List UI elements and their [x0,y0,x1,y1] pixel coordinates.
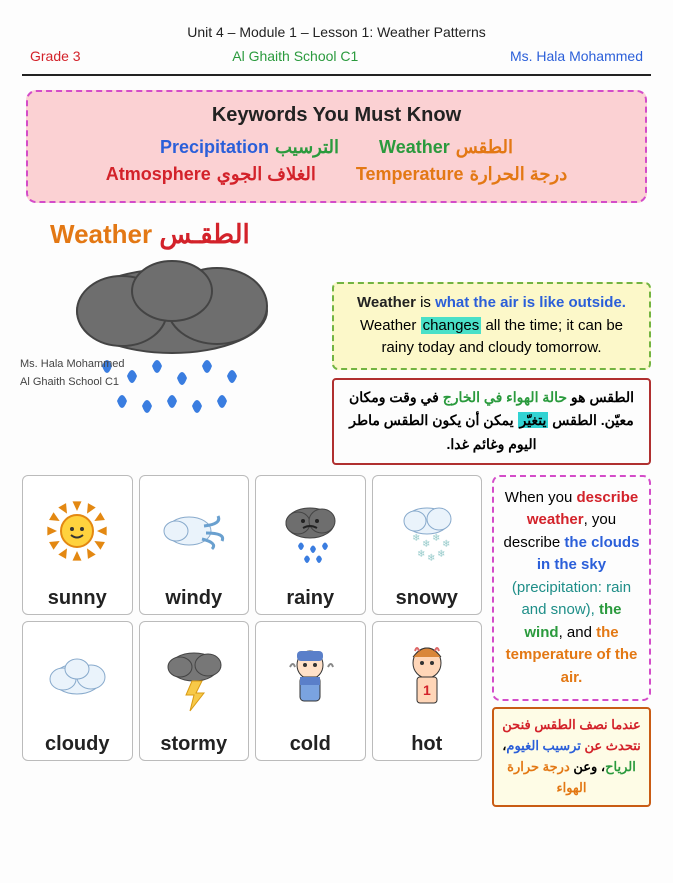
kw-precipitation: Precipitation الترسيب [160,137,339,158]
card-label: rainy [286,587,334,610]
def-en-w1: Weather [357,294,416,311]
unit-line: Unit 4 – Module 1 – Lesson 1: Weather Pa… [22,24,651,40]
definition-ar-box: الطقس هو حالة الهواء في الخارج في وقت وم… [332,378,651,465]
header: Unit 4 – Module 1 – Lesson 1: Weather Pa… [22,24,651,74]
mid-section: Ms. Hala Mohammed Al Ghaith School C1 We… [22,256,651,465]
right-column: When you describe weather, you describe … [492,475,651,807]
side-teacher: Ms. Hala Mohammed [20,356,125,374]
teacher-label: Ms. Hala Mohammed [510,48,643,64]
kw-atmosphere: Atmosphere الغلاف الجوي [106,164,316,185]
card-label: hot [411,733,442,756]
divider [22,74,651,76]
describe-ar-box: عندما نصف الطقس فنحن نتحدث عن ترسيب الغي… [492,707,651,806]
card-label: windy [165,587,222,610]
card-label: cloudy [45,733,109,756]
card-cold: cold [255,621,366,761]
wind-icon [140,476,249,587]
hot-icon: 1 [373,622,482,733]
svg-text:❄: ❄ [427,553,435,564]
describe-en-box: When you describe weather, you describe … [492,475,651,702]
rain-icon [256,476,365,587]
card-windy: windy [139,475,250,615]
kw-temperature: Temperature درجة الحرارة [356,164,567,185]
card-sunny: sunny [22,475,133,615]
svg-text:❄: ❄ [412,533,420,544]
card-snowy: ❄❄❄❄❄❄❄snowy [372,475,483,615]
svg-text:❄: ❄ [437,549,445,560]
snow-icon: ❄❄❄❄❄❄❄ [373,476,482,587]
svg-text:❄: ❄ [432,533,440,544]
def-en-w2: what the air is like outside. [435,294,626,311]
def-ar-highlight: يتغيّر [518,412,549,428]
kw-weather: Weather الطقس [379,137,513,158]
card-stormy: stormy [139,621,250,761]
svg-text:1: 1 [423,682,431,698]
card-cloudy: cloudy [22,621,133,761]
meta-line: Grade 3 Al Ghaith School C1 Ms. Hala Moh… [22,48,651,74]
card-hot: 1 hot [372,621,483,761]
def-en-highlight: changes [421,317,482,334]
section-title: Weather الطقـس [50,219,651,250]
raincloud-icon [42,256,302,426]
weather-grid: sunny windy rainy ❄❄❄❄❄❄❄snowy cloudy stormy c… [22,475,482,807]
card-label: cold [290,733,331,756]
side-labels: Ms. Hala Mohammed Al Ghaith School C1 [20,356,125,391]
keywords-row-1: Precipitation الترسيب Weather الطقس [38,137,635,158]
keywords-box: Keywords You Must Know Precipitation الت… [26,90,647,203]
bottom-section: sunny windy rainy ❄❄❄❄❄❄❄snowy cloudy stormy c… [22,475,651,807]
definition-en-box: Weather is what the air is like outside.… [332,282,651,370]
cloud-icon [23,622,132,733]
definition-column: Weather is what the air is like outside.… [332,282,651,465]
card-rainy: rainy [255,475,366,615]
keywords-row-2: Atmosphere الغلاف الجوي Temperature درجة… [38,164,635,185]
school-label: Al Ghaith School C1 [232,48,358,64]
card-label: stormy [160,733,227,756]
svg-text:❄: ❄ [417,549,425,560]
card-label: sunny [48,587,107,610]
sun-icon [23,476,132,587]
card-label: snowy [396,587,458,610]
storm-icon [140,622,249,733]
grade-label: Grade 3 [30,48,81,64]
cold-icon [256,622,365,733]
raincloud-column: Ms. Hala Mohammed Al Ghaith School C1 [22,256,322,465]
keywords-title: Keywords You Must Know [38,104,635,127]
side-school: Al Ghaith School C1 [20,374,125,392]
